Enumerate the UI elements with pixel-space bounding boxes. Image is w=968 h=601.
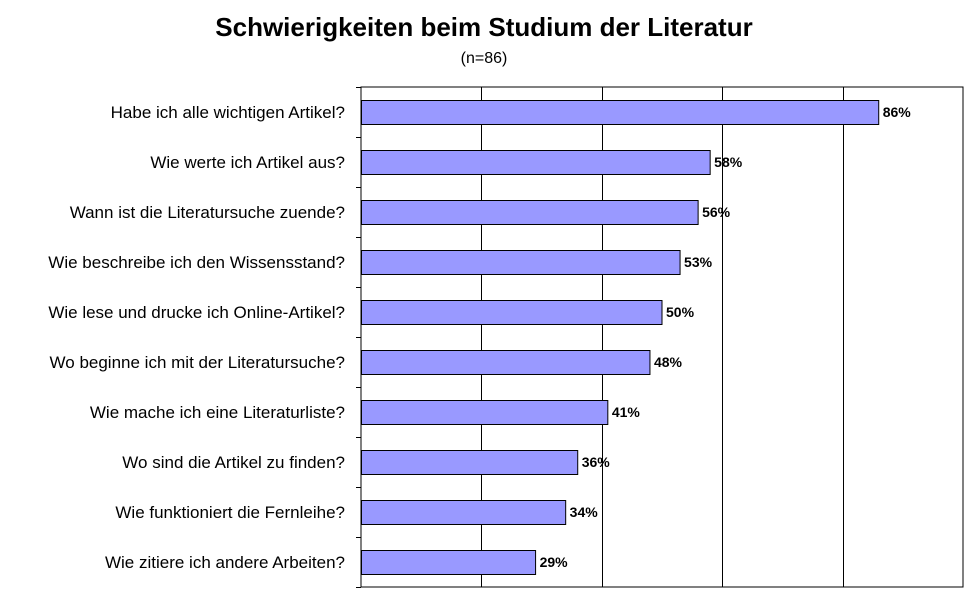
- category-label: Wo sind die Artikel zu finden?: [122, 453, 345, 472]
- data-label: 41%: [612, 404, 641, 420]
- data-label: 29%: [540, 554, 569, 570]
- category-label: Wie mache ich eine Literaturliste?: [90, 403, 345, 422]
- category-label: Wann ist die Literatursuche zuende?: [70, 203, 345, 222]
- chart-subtitle: (n=86): [460, 50, 508, 67]
- chart-title: Schwierigkeiten beim Studium der Literat…: [215, 12, 753, 42]
- bar: [361, 400, 609, 425]
- category-label: Wie werte ich Artikel aus?: [150, 153, 345, 172]
- bar: [361, 150, 711, 175]
- category-label: Wie funktioniert die Fernleihe?: [115, 503, 345, 522]
- data-label: 48%: [654, 354, 683, 370]
- bar: [361, 450, 579, 475]
- category-label: Wie lese und drucke ich Online-Artikel?: [48, 303, 345, 322]
- bar: [361, 200, 699, 225]
- data-label: 53%: [684, 254, 713, 270]
- category-label: Habe ich alle wichtigen Artikel?: [111, 103, 345, 122]
- bar: [361, 550, 537, 575]
- category-label: Wie beschreibe ich den Wissensstand?: [48, 253, 345, 272]
- category-label: Wie zitiere ich andere Arbeiten?: [105, 553, 345, 572]
- data-label: 50%: [666, 304, 695, 320]
- bar: [361, 350, 651, 375]
- bar: [361, 250, 681, 275]
- data-label: 86%: [883, 104, 912, 120]
- data-label: 34%: [570, 504, 599, 520]
- category-label: Wo beginne ich mit der Literatursuche?: [50, 353, 345, 372]
- bar: [361, 100, 880, 125]
- bar: [361, 500, 567, 525]
- data-label: 56%: [702, 204, 731, 220]
- data-label: 36%: [582, 454, 611, 470]
- data-label: 58%: [714, 154, 743, 170]
- bar: [361, 300, 663, 325]
